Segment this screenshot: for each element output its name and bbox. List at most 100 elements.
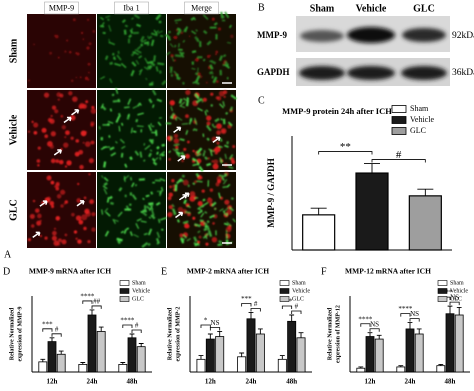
cell: [109, 78, 113, 84]
cell: [58, 159, 64, 165]
cell: [130, 69, 135, 77]
cell: [109, 146, 115, 151]
cell: [211, 201, 217, 207]
legend-label: Vehicle: [292, 288, 310, 294]
column-label: Iba 1: [123, 3, 139, 12]
cell: [50, 180, 55, 185]
cell: [142, 197, 145, 201]
cell: [63, 142, 69, 148]
cell: [125, 227, 130, 231]
cell: [71, 212, 75, 217]
cell: [180, 31, 184, 35]
cell: [183, 199, 188, 205]
legend-swatch: [437, 280, 448, 286]
cell: [226, 221, 232, 227]
panel-label: F: [321, 266, 327, 277]
cell: [213, 159, 219, 165]
cell: [148, 64, 153, 70]
cell: [176, 27, 181, 31]
cell: [169, 100, 175, 106]
cell: [206, 226, 211, 231]
error-bar: [80, 362, 86, 365]
significance-label: ****: [120, 317, 135, 325]
significance-label: #: [55, 325, 59, 333]
cell: [224, 63, 231, 69]
cell: [136, 125, 144, 128]
cell: [43, 92, 50, 98]
error-bar: [417, 188, 434, 196]
cell: [64, 165, 68, 168]
cell: [173, 133, 179, 138]
cell: [210, 70, 214, 75]
cell: [218, 192, 221, 199]
bar: [365, 336, 375, 373]
cell: [192, 216, 196, 220]
row-label: Vehicle: [8, 114, 19, 145]
cell: [223, 207, 229, 213]
cell: [108, 38, 111, 44]
cell: [106, 197, 110, 203]
cell: [185, 99, 190, 107]
cell: [39, 219, 42, 222]
cell: [200, 220, 206, 226]
cell: [201, 189, 205, 193]
cell: [160, 216, 168, 221]
legend-label: Vehicle: [132, 288, 150, 294]
cell: [191, 50, 197, 54]
cell: [116, 54, 122, 61]
bar: [215, 336, 225, 373]
cell: [171, 56, 175, 62]
cell: [55, 159, 60, 164]
bar: [296, 337, 306, 373]
micrograph-signal: [27, 173, 96, 246]
cell: [195, 80, 200, 85]
cell: [75, 215, 82, 221]
significance-label: #: [254, 300, 258, 308]
chart-title: MMP-12 mRNA after ICH: [345, 267, 431, 276]
blot-band: [299, 66, 345, 80]
cell: [153, 29, 158, 35]
cell: [181, 237, 185, 242]
cell: [108, 135, 111, 138]
cell: [204, 110, 207, 116]
cell: [203, 149, 206, 153]
y-axis-label: Relative Normalized: [9, 307, 15, 360]
cell: [204, 211, 208, 214]
cell: [105, 211, 111, 217]
cell: [36, 220, 42, 226]
cell: [209, 188, 214, 192]
cell: [152, 104, 155, 109]
cell: [30, 224, 35, 228]
cell: [53, 227, 57, 230]
significance-bracket: [291, 310, 302, 314]
cell: [131, 182, 135, 188]
cell: [194, 36, 200, 43]
cell: [215, 182, 220, 187]
legend-label: Sham: [132, 280, 146, 286]
cell: [102, 185, 108, 190]
cell: [225, 111, 229, 115]
cell: [59, 93, 64, 98]
cell: [143, 232, 148, 236]
cell: [118, 187, 123, 192]
cell: [226, 141, 229, 145]
cell: [167, 196, 172, 201]
arrow: [32, 231, 41, 238]
cell: [104, 207, 109, 213]
cell: [173, 143, 180, 146]
cell: [82, 38, 85, 41]
cell: [135, 118, 139, 123]
cell: [168, 158, 171, 161]
cell: [148, 98, 153, 104]
cell: [155, 66, 159, 72]
cell: [198, 235, 202, 239]
cell: [169, 185, 172, 189]
cell: [227, 121, 233, 127]
cell: [79, 76, 82, 79]
cell: [197, 240, 201, 244]
cell: [207, 197, 213, 204]
cell: [174, 54, 182, 58]
bar: [246, 318, 256, 373]
cell: [181, 174, 186, 178]
